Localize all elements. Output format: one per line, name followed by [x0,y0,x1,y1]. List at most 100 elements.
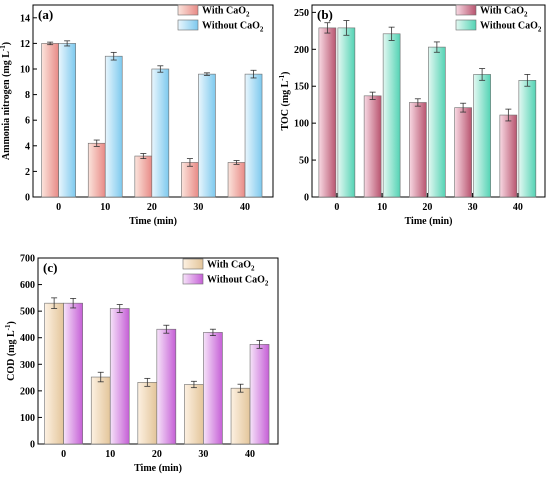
legend-cod: With CaO2 Without CaO2 [182,258,269,288]
error-bar-ammonia-s2-20 [157,65,164,73]
error-bar-toc-s1-0 [324,22,331,34]
error-bar-cod-s2-40 [256,339,263,349]
x-tick-label-cod-1: 10 [105,449,115,460]
x-tick-label-cod-2: 20 [152,449,162,460]
x-tick-label-toc-3: 30 [468,202,478,213]
y-tick-label-toc-4: 200 [294,45,309,56]
y-tick-label-cod-2: 200 [20,386,35,397]
bar-ammonia-s2-0 [58,43,76,198]
legend-label-cod-s1: With CaO2 [207,260,255,273]
bar-toc-s1-20 [409,102,427,198]
legend-label-ammonia-s1: With CaO2 [202,6,250,19]
y-tick-label-ammonia-0: 0 [25,193,30,204]
y-tick-label-cod-0: 0 [30,440,35,451]
bar-toc-s2-40 [518,80,537,198]
bar-cod-s1-20 [137,382,158,445]
error-bar-toc-s1-30 [460,102,467,113]
error-bar-toc-s2-0 [343,20,350,36]
y-tick-label-cod-5: 500 [20,307,35,318]
y-tick-label-toc-5: 250 [294,8,309,19]
error-bar-toc-s2-20 [433,41,440,53]
bar-ammonia-s2-10 [104,55,123,198]
bar-cod-s2-0 [63,302,83,445]
x-tick-label-cod-4: 40 [245,449,255,460]
bar-cod-s1-10 [90,376,111,445]
y-tick-label-cod-4: 400 [20,333,35,344]
bar-toc-s2-10 [382,33,401,198]
panel-label-cod: (c) [43,260,57,275]
x-axis-title-cod: Time (min) [134,463,182,474]
bar-ammonia-s2-30 [198,73,216,198]
legend-swatch-cod-s2 [182,273,204,285]
error-bar-ammonia-s2-0 [64,40,71,47]
y-tick-label-toc-0: 0 [304,193,309,204]
bar-cod-s2-30 [203,332,223,445]
bar-ammonia-s1-40 [227,162,246,198]
error-bar-cod-s2-30 [209,328,216,336]
y-tick-label-toc-3: 150 [294,82,309,93]
bar-toc-s1-30 [454,107,472,198]
error-bar-toc-s1-20 [414,98,421,107]
y-tick-label-cod-1: 100 [20,413,35,424]
y-tick-label-cod-7: 700 [20,254,35,265]
error-bar-toc-s1-10 [369,91,376,100]
bar-ammonia-s1-10 [87,142,106,198]
y-tick-label-ammonia-6: 12 [20,39,30,50]
x-tick-label-toc-2: 20 [422,202,432,213]
bar-ammonia-s1-30 [181,162,199,198]
bar-ammonia-s2-40 [244,73,263,198]
error-bar-ammonia-s2-10 [110,51,117,61]
panel-label-toc: (b) [317,7,333,22]
y-tick-label-ammonia-1: 2 [25,167,30,178]
bar-ammonia-s1-20 [134,155,153,198]
error-bar-toc-s2-10 [388,26,395,41]
error-bar-ammonia-s2-40 [250,69,257,79]
legend-swatch-toc-s2 [455,19,477,31]
error-bar-cod-s2-20 [163,324,170,334]
bar-cod-s1-40 [230,387,251,445]
x-tick-label-ammonia-0: 0 [56,202,61,213]
x-tick-label-ammonia-1: 10 [100,202,110,213]
error-bar-cod-s1-10 [97,371,104,383]
x-tick-label-ammonia-2: 20 [147,202,157,213]
legend-toc: With CaO2 Without CaO2 [455,4,542,34]
bar-cod-s2-40 [249,344,270,445]
bar-cod-s2-10 [109,308,130,445]
bar-ammonia-s1-0 [41,43,59,198]
x-tick-label-ammonia-3: 30 [193,202,203,213]
error-bar-cod-s1-20 [144,377,151,387]
x-axis-title-toc: Time (min) [405,216,453,227]
y-tick-label-ammonia-3: 6 [25,116,30,127]
x-tick-label-toc-1: 10 [377,202,387,213]
y-tick-label-cod-3: 300 [20,360,35,371]
bar-toc-s1-10 [363,95,382,198]
bar-toc-s2-0 [337,27,356,198]
y-axis-title-toc: TOC (mg L-1) [278,71,291,130]
legend-swatch-ammonia-s2 [177,19,199,31]
bar-toc-s2-30 [473,74,491,198]
error-bar-toc-s1-40 [505,108,512,122]
x-tick-label-ammonia-4: 40 [240,202,250,213]
bar-toc-s2-20 [428,46,446,198]
chart-toc: 0 50 100 150 200 250 0 10 20 30 40 Time (min) TOC (m… [278,4,546,227]
error-bar-cod-s1-40 [237,383,244,393]
legend-label-toc-s2: Without CaO2 [480,21,542,34]
y-tick-label-ammonia-7: 14 [20,13,30,24]
x-tick-label-toc-0: 0 [334,202,339,213]
panel-label-ammonia: (a) [38,7,53,22]
bar-ammonia-s2-20 [151,68,170,198]
error-bar-ammonia-s1-20 [140,153,147,160]
legend-swatch-cod-s1 [182,258,204,270]
error-bar-cod-s2-10 [116,304,123,313]
y-tick-label-ammonia-4: 8 [25,90,30,101]
bar-cod-s1-0 [44,302,64,445]
chart-ammonia-nitrogen: 0 2 4 6 8 10 12 14 0 10 20 30 40 Time (min) Ammonia ni… [0,4,274,227]
legend-swatch-ammonia-s1 [177,4,199,16]
error-bar-ammonia-s1-40 [233,160,240,165]
bar-toc-s1-40 [499,114,518,198]
legend-label-ammonia-s2: Without CaO2 [202,21,264,34]
bar-cod-s1-30 [184,384,204,445]
error-bar-ammonia-s1-10 [93,139,100,147]
legend-ammonia: With CaO2 Without CaO2 [177,4,264,34]
